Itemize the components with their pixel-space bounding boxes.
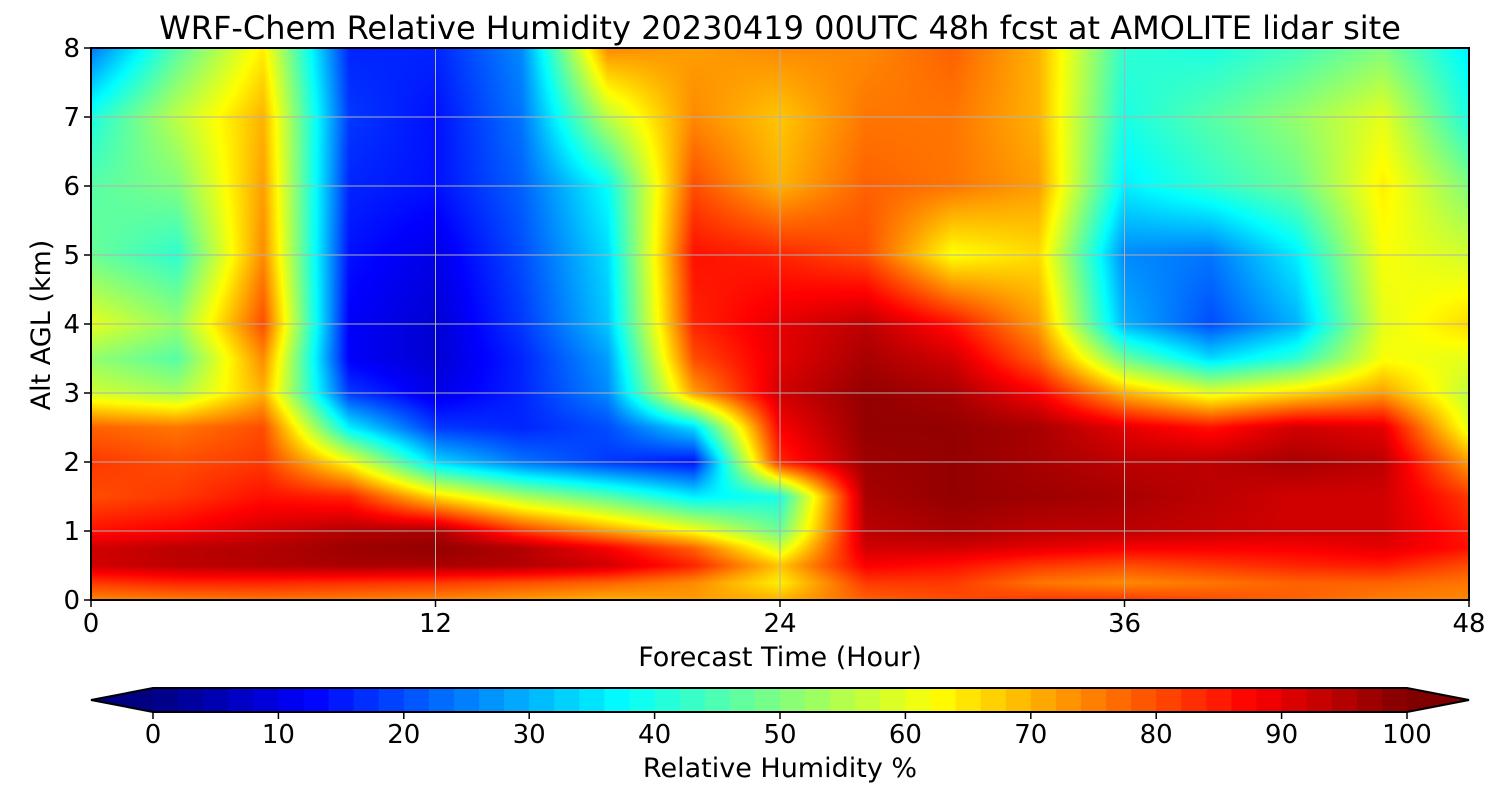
y-tick-label: 4	[63, 310, 80, 340]
y-tick-label: 1	[63, 517, 80, 547]
colorbar-segment	[880, 688, 906, 712]
colorbar-segment	[278, 688, 305, 712]
colorbar-tick-label: 50	[763, 720, 796, 750]
colorbar-tick-label: 40	[638, 720, 671, 750]
colorbar-segment	[303, 688, 330, 712]
colorbar-segment	[504, 688, 530, 712]
colorbar-label: Relative Humidity %	[643, 753, 917, 784]
colorbar-extend-high	[1407, 688, 1469, 712]
colorbar-segment	[453, 688, 480, 712]
x-tick-label: 12	[419, 609, 452, 639]
y-tick-label: 6	[63, 172, 80, 202]
colorbar-segment	[1206, 688, 1233, 712]
colorbar-tick-label: 70	[1014, 720, 1047, 750]
x-tick-label: 36	[1108, 609, 1141, 639]
colorbar-segment	[754, 688, 781, 712]
colorbar-segment	[554, 688, 580, 712]
colorbar-segment	[178, 688, 204, 712]
colorbar-segment	[679, 688, 706, 712]
colorbar-segment	[203, 688, 229, 712]
colorbar-segment	[855, 688, 881, 712]
y-tick-label: 5	[63, 241, 80, 271]
colorbar-segment	[1005, 688, 1032, 712]
colorbar-segment	[1306, 688, 1333, 712]
colorbar-tick-label: 10	[262, 720, 295, 750]
colorbar-segment	[654, 688, 681, 712]
colorbar-tick-label: 20	[387, 720, 420, 750]
colorbar-segment	[403, 688, 430, 712]
colorbar-segment	[1131, 688, 1157, 712]
colorbar-segment	[1256, 688, 1283, 712]
colorbar-tick-label: 80	[1140, 720, 1173, 750]
colorbar-segment	[830, 688, 856, 712]
colorbar-segment	[579, 688, 606, 712]
colorbar-tick-label: 60	[889, 720, 922, 750]
x-tick-label: 48	[1452, 609, 1485, 639]
colorbar-segment	[629, 688, 656, 712]
colorbar-segment	[1281, 688, 1308, 712]
colorbar-segment	[428, 688, 455, 712]
colorbar-segment	[353, 688, 380, 712]
colorbar-segment	[780, 688, 806, 712]
colorbar-segment	[228, 688, 254, 712]
colorbar-segment	[704, 688, 731, 712]
colorbar-segment	[729, 688, 756, 712]
colorbar-tick-label: 0	[145, 720, 162, 750]
y-tick-label: 3	[63, 379, 80, 409]
colorbar-segment	[378, 688, 405, 712]
colorbar-segment	[1331, 688, 1358, 712]
colorbar-segment	[905, 688, 932, 712]
colorbar-segment	[328, 688, 355, 712]
colorbar-segment	[955, 688, 982, 712]
colorbar-segment	[1055, 688, 1082, 712]
colorbar-tick-label: 90	[1265, 720, 1298, 750]
colorbar-segment	[1181, 688, 1207, 712]
colorbar-extend-low	[91, 688, 153, 712]
y-axis-label: Alt AGL (km)	[26, 240, 57, 411]
colorbar-segment	[1030, 688, 1057, 712]
colorbar-segment	[930, 688, 957, 712]
colorbar-segment	[1231, 688, 1258, 712]
colorbar-segment	[1106, 688, 1132, 712]
colorbar-segment	[1080, 688, 1107, 712]
colorbar-segment	[604, 688, 631, 712]
colorbar-segment	[153, 688, 179, 712]
x-tick-label: 24	[763, 609, 796, 639]
y-tick-label: 0	[63, 586, 80, 616]
colorbar-segment	[980, 688, 1007, 712]
colorbar-tick-label: 100	[1382, 720, 1432, 750]
chart-title: WRF-Chem Relative Humidity 20230419 00UT…	[159, 9, 1401, 47]
x-axis-label: Forecast Time (Hour)	[638, 642, 922, 673]
y-tick-label: 8	[63, 34, 80, 64]
colorbar: 0 10 20 30 40 50 60 70 80 90 100	[90, 687, 1470, 750]
colorbar-tick-label: 30	[513, 720, 546, 750]
colorbar-segment	[529, 688, 555, 712]
colorbar-segment	[1356, 688, 1383, 712]
y-tick-label: 7	[63, 103, 80, 133]
colorbar-segment	[479, 688, 505, 712]
colorbar-segment	[253, 688, 279, 712]
colorbar-segment	[805, 688, 831, 712]
colorbar-segment	[1381, 688, 1408, 712]
x-tick-label: 0	[83, 609, 100, 639]
y-tick-label: 2	[63, 448, 80, 478]
colorbar-segment	[1156, 688, 1182, 712]
